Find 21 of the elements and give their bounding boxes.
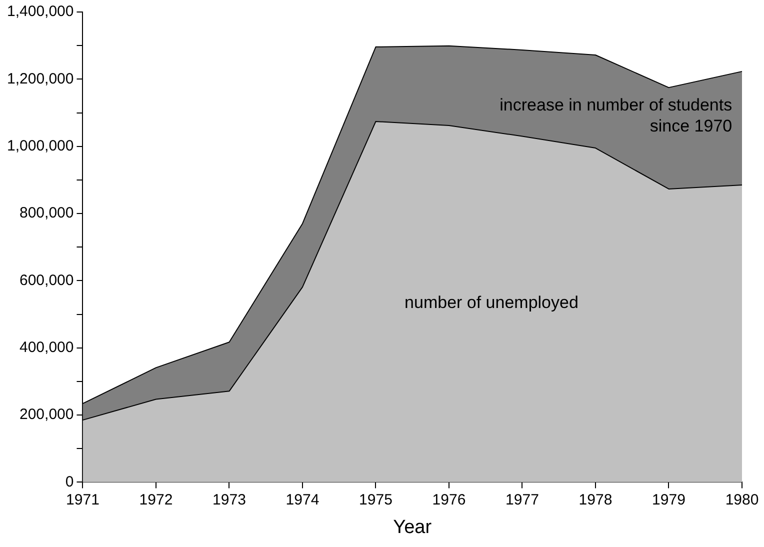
- x-tick-label: 1972: [139, 491, 173, 508]
- x-tick-label: 1976: [432, 491, 466, 508]
- y-tick-label: 400,000: [19, 339, 74, 356]
- y-tick-label: 1,400,000: [6, 3, 74, 20]
- x-tick-label: 1978: [578, 491, 612, 508]
- y-tick-label: 800,000: [19, 204, 74, 222]
- series-label: increase in number of students since 1970: [500, 96, 732, 136]
- series-label: number of unemployed: [404, 293, 578, 312]
- x-axis-title: Year: [393, 516, 432, 538]
- y-tick-label: 600,000: [19, 272, 74, 289]
- x-tick-label: 1977: [506, 491, 539, 508]
- y-tick-label: 1,000,000: [6, 137, 74, 154]
- x-tick-label: 1971: [66, 491, 100, 508]
- x-tick-label: 1973: [212, 491, 246, 508]
- x-tick-label: 1980: [725, 491, 759, 508]
- y-tick-label: 200,000: [19, 406, 74, 424]
- x-tick-label: 1979: [652, 491, 686, 508]
- x-tick-label: 1974: [286, 491, 320, 508]
- y-tick-label: 0: [65, 473, 74, 490]
- x-tick-label: 1975: [359, 491, 392, 508]
- y-tick-label: 1,200,000: [6, 70, 74, 88]
